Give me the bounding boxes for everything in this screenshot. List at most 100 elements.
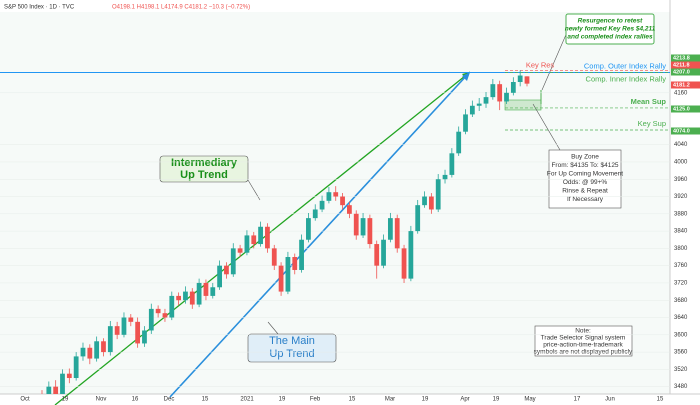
- candle-body: [169, 295, 175, 318]
- candle-body: [60, 373, 65, 394]
- level-label: Comp. Outer Index Rally: [584, 61, 666, 70]
- annotation-line: and completed index rallies: [567, 34, 653, 41]
- y-tick-label: 3680: [674, 298, 688, 304]
- candle-body: [155, 308, 161, 314]
- level-label: Comp. Inner Index Rally: [586, 74, 667, 83]
- x-tick-label: Oct: [20, 397, 30, 403]
- candle-body: [408, 231, 414, 279]
- annotation-line: For Up Coming Movement: [547, 171, 623, 178]
- y-tick-label: 3760: [674, 263, 688, 269]
- candle-body: [230, 248, 236, 275]
- candle-body: [456, 131, 462, 154]
- candle-body: [244, 235, 250, 253]
- candle-body: [94, 341, 100, 359]
- price-tag-label: 4181.2: [673, 82, 690, 88]
- price-tag-label: 4125.0: [673, 106, 690, 112]
- candle-body: [469, 105, 475, 115]
- annotation-line: Resurgence to retest: [578, 18, 643, 25]
- x-tick-label: Jun: [605, 397, 615, 403]
- ohlc-header: O4198.1 H4198.1 L4174.9 C4181.2 −10.3 (−…: [112, 5, 250, 11]
- candle-body: [210, 287, 216, 296]
- x-tick-label: 16: [132, 397, 139, 403]
- candle-body: [367, 218, 373, 245]
- annotation-line: Buy Zone: [571, 154, 599, 161]
- y-tick-label: 3640: [674, 315, 688, 321]
- candle-body: [422, 196, 427, 206]
- candle-body: [374, 244, 380, 266]
- candle-body: [428, 196, 434, 210]
- candle-body: [142, 330, 147, 344]
- callout-line: [267, 321, 279, 335]
- candle-body: [415, 205, 421, 232]
- candle-body: [401, 248, 407, 279]
- annotation-line: Note:: [575, 328, 591, 335]
- candle-body: [46, 386, 52, 394]
- annotation-line: Odds: @ 99+%: [563, 179, 608, 186]
- y-tick-label: 3560: [674, 350, 688, 356]
- annotation: Up Trend: [180, 169, 228, 181]
- price-tag: [671, 81, 700, 89]
- annotation: Intermediary: [171, 157, 238, 169]
- annotation-line: newly formed Key Res $4,211: [565, 26, 656, 33]
- callout-box: [565, 13, 655, 45]
- price-tag: [671, 68, 700, 76]
- x-tick-label: Mar: [385, 397, 395, 403]
- x-tick-label: 19: [493, 397, 500, 403]
- candle-body: [435, 179, 441, 210]
- x-tick-label: 19: [279, 397, 286, 403]
- candle-body: [312, 209, 318, 219]
- y-tick-label: 4000: [674, 160, 688, 166]
- y-tick-label: 3520: [674, 367, 688, 373]
- y-tick-label: 3600: [674, 332, 688, 338]
- candle-body: [333, 192, 339, 197]
- candle-body: [87, 347, 93, 359]
- candle-body: [66, 373, 72, 379]
- candle-body: [306, 218, 311, 240]
- candle-body: [340, 196, 345, 206]
- y-tick-label: 3720: [674, 281, 688, 287]
- callout-box: [247, 333, 337, 363]
- candle-body: [524, 76, 530, 84]
- candle-body: [217, 265, 222, 288]
- candle-body: [353, 213, 359, 236]
- candle-body: [463, 114, 468, 132]
- candle-body: [251, 235, 257, 245]
- x-tick-label: Nov: [96, 397, 107, 403]
- x-tick-label: Dec: [164, 397, 175, 403]
- candle-body: [135, 321, 141, 344]
- chart-title: S&P 500 Index · 1D · TVC: [4, 5, 75, 11]
- y-tick-label: 3840: [674, 229, 688, 235]
- price-tag-label: 4213.8: [673, 55, 690, 61]
- candle-body: [387, 218, 393, 240]
- annotation-line: price-action-time-trademark: [543, 342, 623, 349]
- candle-body: [319, 200, 325, 210]
- annotation-line: From: $4135 To: $4125: [551, 162, 618, 169]
- price-tag-label: 4207.0: [673, 69, 690, 75]
- x-tick-label: 17: [574, 397, 581, 403]
- annotation-line: Rinse & Repeat: [562, 188, 608, 195]
- candle-body: [121, 317, 127, 335]
- x-tick-label: Feb: [310, 397, 321, 403]
- x-tick-label: 19: [422, 397, 429, 403]
- candle-body: [196, 282, 202, 305]
- candle-body: [271, 248, 277, 266]
- buy-zone-box: [504, 99, 542, 111]
- candle-body: [292, 257, 298, 270]
- candle-body: [101, 341, 106, 353]
- x-tick-label: 15: [202, 397, 209, 403]
- candle-body: [162, 313, 168, 318]
- price-tag: [671, 54, 700, 62]
- price-tag-label: 4074.0: [673, 128, 690, 134]
- candle-body: [510, 82, 516, 93]
- price-tag-label: 4211.8: [673, 62, 690, 68]
- candle-body: [53, 386, 59, 394]
- candle-body: [490, 84, 496, 98]
- candles: [41, 70, 530, 394]
- candle-body: [237, 248, 243, 253]
- x-tick-label: 2021: [240, 397, 254, 403]
- price-tag: [671, 127, 700, 135]
- arrow-head: [462, 72, 470, 81]
- candle-body: [80, 347, 86, 357]
